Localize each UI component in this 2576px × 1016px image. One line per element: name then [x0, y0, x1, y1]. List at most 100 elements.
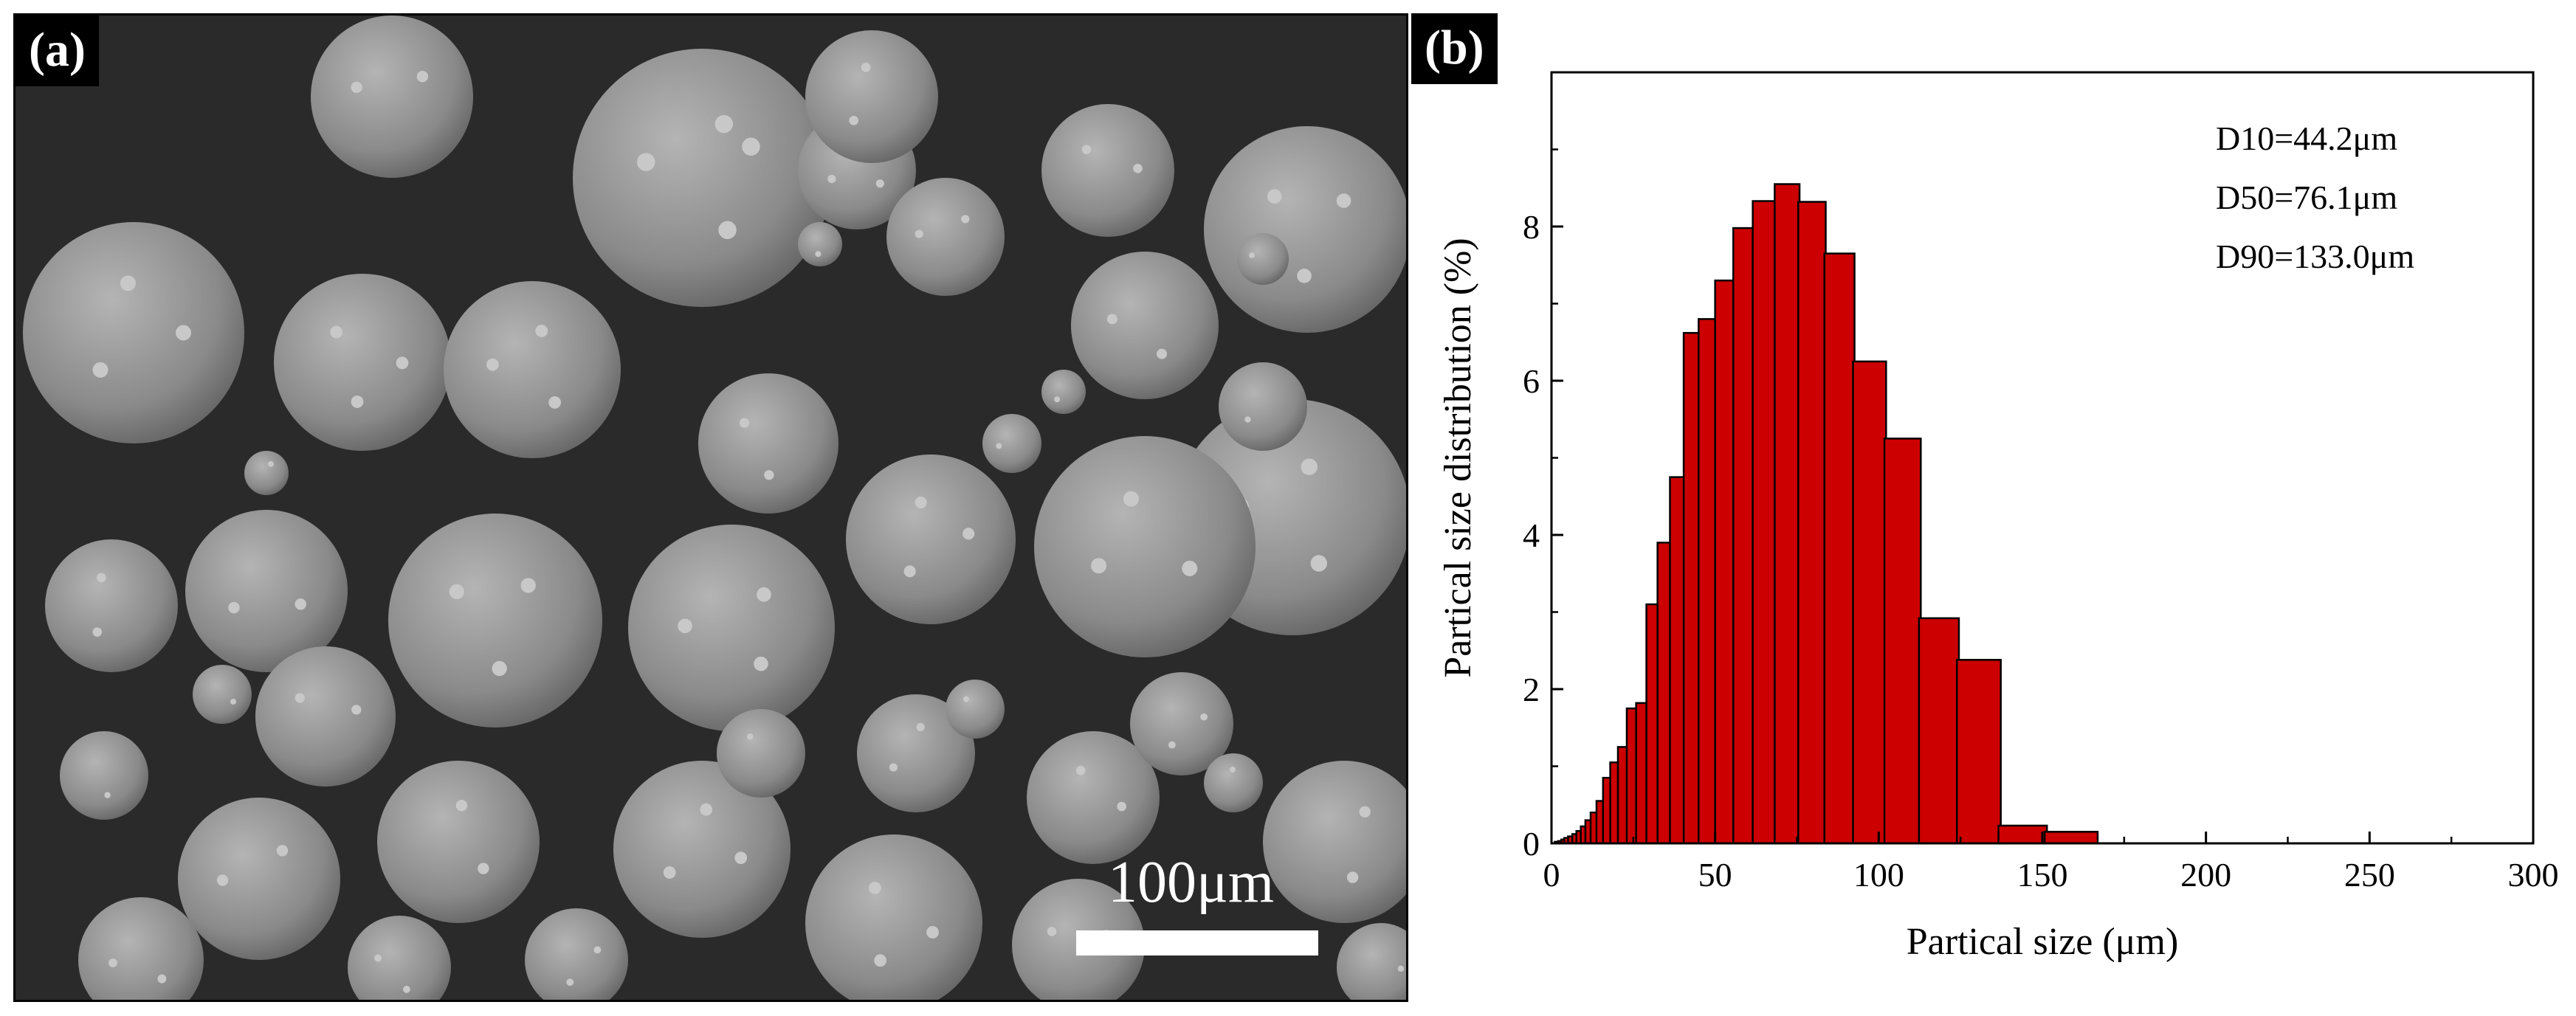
satellite-particle [535, 325, 548, 337]
satellite-particle [757, 587, 771, 602]
bar [1732, 227, 1755, 845]
powder-particle [805, 834, 982, 1000]
particle-size-chart: 0 50 100 150 200 250 300 0 2 4 6 8 Partical size (μm… [1437, 71, 2559, 963]
satellite-particle [636, 153, 655, 171]
bar [1698, 318, 1718, 845]
satellite-particle [868, 882, 881, 894]
satellite-particle [455, 799, 468, 812]
satellite-particle [330, 325, 343, 339]
satellite-particle [961, 215, 970, 224]
satellite-particle [402, 986, 410, 993]
bar [1752, 200, 1777, 845]
annotation-text: D10=44.2μm [2216, 120, 2397, 157]
satellite-particle [1244, 416, 1251, 423]
scale-bar [1076, 930, 1318, 955]
satellite-particle [351, 705, 362, 715]
satellite-particle [747, 733, 754, 740]
powder-particle [846, 455, 1016, 624]
satellite-particle [230, 698, 237, 705]
satellite-particle [849, 116, 858, 125]
y-tick-label: 8 [1523, 208, 1540, 246]
bar [1797, 201, 1827, 845]
powder-particle [388, 514, 602, 728]
chart-panel: 0 50 100 150 200 250 300 0 2 4 6 8 Partical size (μm… [1411, 13, 2563, 1002]
bar [2043, 831, 2099, 845]
bar [1682, 331, 1701, 845]
bar [1883, 438, 1922, 845]
satellite-particle [1397, 965, 1405, 972]
powder-particle [178, 798, 340, 960]
satellite-particle [216, 874, 229, 886]
powder-particle [1337, 923, 1406, 1000]
satellite-particle [916, 722, 925, 732]
satellite-particle [351, 81, 362, 94]
bar [1669, 476, 1686, 845]
satellite-particle [1267, 189, 1282, 204]
satellite-particle [1182, 560, 1198, 576]
satellite-particle [1200, 713, 1208, 721]
satellite-particle [449, 584, 464, 600]
powder-particle [377, 761, 540, 923]
powder-particle [1041, 370, 1086, 414]
powder-particle [613, 761, 791, 938]
satellite-particle [351, 395, 364, 408]
satellite-particle [486, 358, 499, 371]
satellite-particle [1297, 269, 1312, 283]
satellite-particle [903, 565, 916, 578]
satellite-particle [734, 851, 748, 865]
y-tick-label: 2 [1523, 671, 1540, 708]
satellite-particle [92, 627, 103, 637]
bar [1656, 542, 1672, 845]
satellite-particle [548, 396, 562, 409]
satellite-particle [1123, 491, 1139, 507]
powder-particle [193, 665, 252, 724]
powder-particle [1027, 731, 1160, 864]
satellite-particle [593, 946, 602, 954]
satellite-particle [754, 656, 768, 671]
bar [1645, 603, 1659, 845]
powder-particle [311, 15, 473, 178]
satellite-particle [962, 528, 975, 540]
satellite-particle [1229, 767, 1236, 773]
bar [1823, 252, 1856, 845]
y-axis-label: Partical size distribution (%) [1437, 238, 1479, 677]
satellite-particle [416, 71, 429, 83]
satellite-particle [96, 573, 106, 583]
x-tick-label: 100 [1853, 856, 1904, 894]
annotation-text: D90=133.0μm [2216, 238, 2414, 275]
x-tick-label: 300 [2508, 856, 2559, 894]
bar [1616, 746, 1628, 845]
satellite-particle [1117, 801, 1126, 812]
bar [1956, 659, 2002, 845]
satellite-particle [157, 974, 167, 984]
powder-particle [60, 731, 148, 820]
bar [1997, 824, 2048, 845]
powder-particle [698, 373, 838, 514]
satellite-particle [1106, 314, 1117, 325]
annotation-text: D50=76.1μm [2216, 179, 2397, 216]
satellite-particle [228, 601, 240, 614]
powder-particle [946, 680, 1005, 739]
satellite-particle [120, 275, 136, 291]
satellite-particle [1301, 458, 1318, 475]
x-axis-label: Partical size (μm) [1907, 921, 2179, 963]
satellite-particle [915, 229, 923, 238]
satellite-particle [396, 356, 409, 370]
powder-particle [1130, 672, 1233, 775]
satellite-particle [1054, 396, 1061, 403]
satellite-particle [92, 362, 109, 378]
satellite-particle [176, 325, 191, 341]
powder-particle [982, 414, 1041, 473]
satellite-particle [963, 696, 970, 702]
sem-image-panel: (a) 100μm [13, 13, 1408, 1002]
satellite-particle [1249, 252, 1256, 258]
powder-particle [1204, 126, 1406, 333]
satellite-particle [374, 954, 382, 962]
y-tick-label: 4 [1523, 516, 1540, 554]
satellite-particle [996, 443, 1002, 449]
plot-area: 0 50 100 150 200 250 300 0 2 4 6 8 Partical size (μm… [1437, 71, 2559, 963]
powder-particle [628, 525, 835, 731]
satellite-particle [1081, 145, 1092, 154]
y-tick-label: 0 [1523, 825, 1540, 863]
powder-particle [45, 539, 178, 672]
